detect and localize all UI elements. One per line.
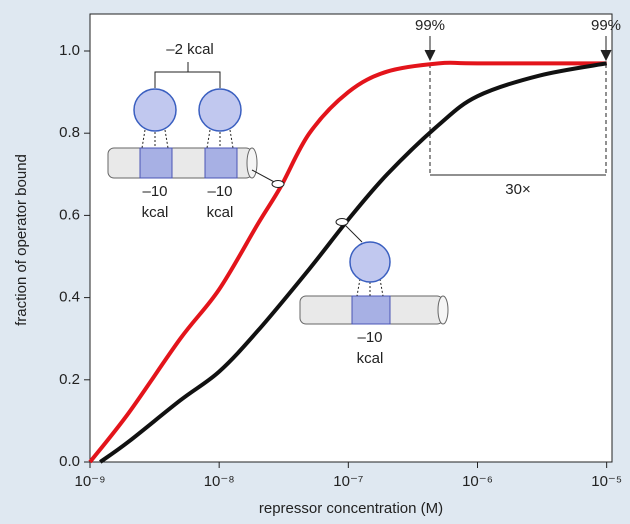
annotation: –2 kcal bbox=[166, 41, 214, 58]
y-tick-label: 0.0 bbox=[59, 453, 80, 470]
x-tick-label: 10⁻⁹ bbox=[74, 473, 105, 490]
annotation: 30× bbox=[505, 181, 530, 198]
x-axis-label: repressor concentration (M) bbox=[259, 500, 443, 517]
y-tick-label: 1.0 bbox=[59, 42, 80, 59]
annotation: –10 bbox=[357, 329, 382, 346]
annotation: –10 bbox=[142, 183, 167, 200]
annotation: kcal bbox=[142, 204, 169, 221]
y-tick-label: 0.2 bbox=[59, 371, 80, 388]
x-tick-label: 10⁻⁵ bbox=[591, 473, 622, 490]
y-tick-label: 0.4 bbox=[59, 289, 80, 306]
x-tick-label: 10⁻⁷ bbox=[333, 473, 363, 490]
x-tick-label: 10⁻⁸ bbox=[204, 473, 235, 490]
x-tick-label: 10⁻⁶ bbox=[462, 473, 493, 490]
saturation-markers bbox=[424, 36, 612, 176]
plot-area bbox=[89, 13, 613, 463]
annotation: 99% bbox=[415, 17, 445, 34]
single-diagram bbox=[299, 218, 449, 325]
annotation: kcal bbox=[207, 204, 234, 221]
cooperative-diagram bbox=[107, 62, 285, 188]
y-tick-label: 0.6 bbox=[59, 206, 80, 223]
y-axis-label: fraction of operator bound bbox=[13, 154, 30, 326]
annotation: kcal bbox=[357, 350, 384, 367]
annotation: 99% bbox=[591, 17, 621, 34]
y-tick-label: 0.8 bbox=[59, 124, 80, 141]
data-line bbox=[99, 61, 608, 464]
annotation: –10 bbox=[207, 183, 232, 200]
data-line bbox=[88, 60, 607, 464]
